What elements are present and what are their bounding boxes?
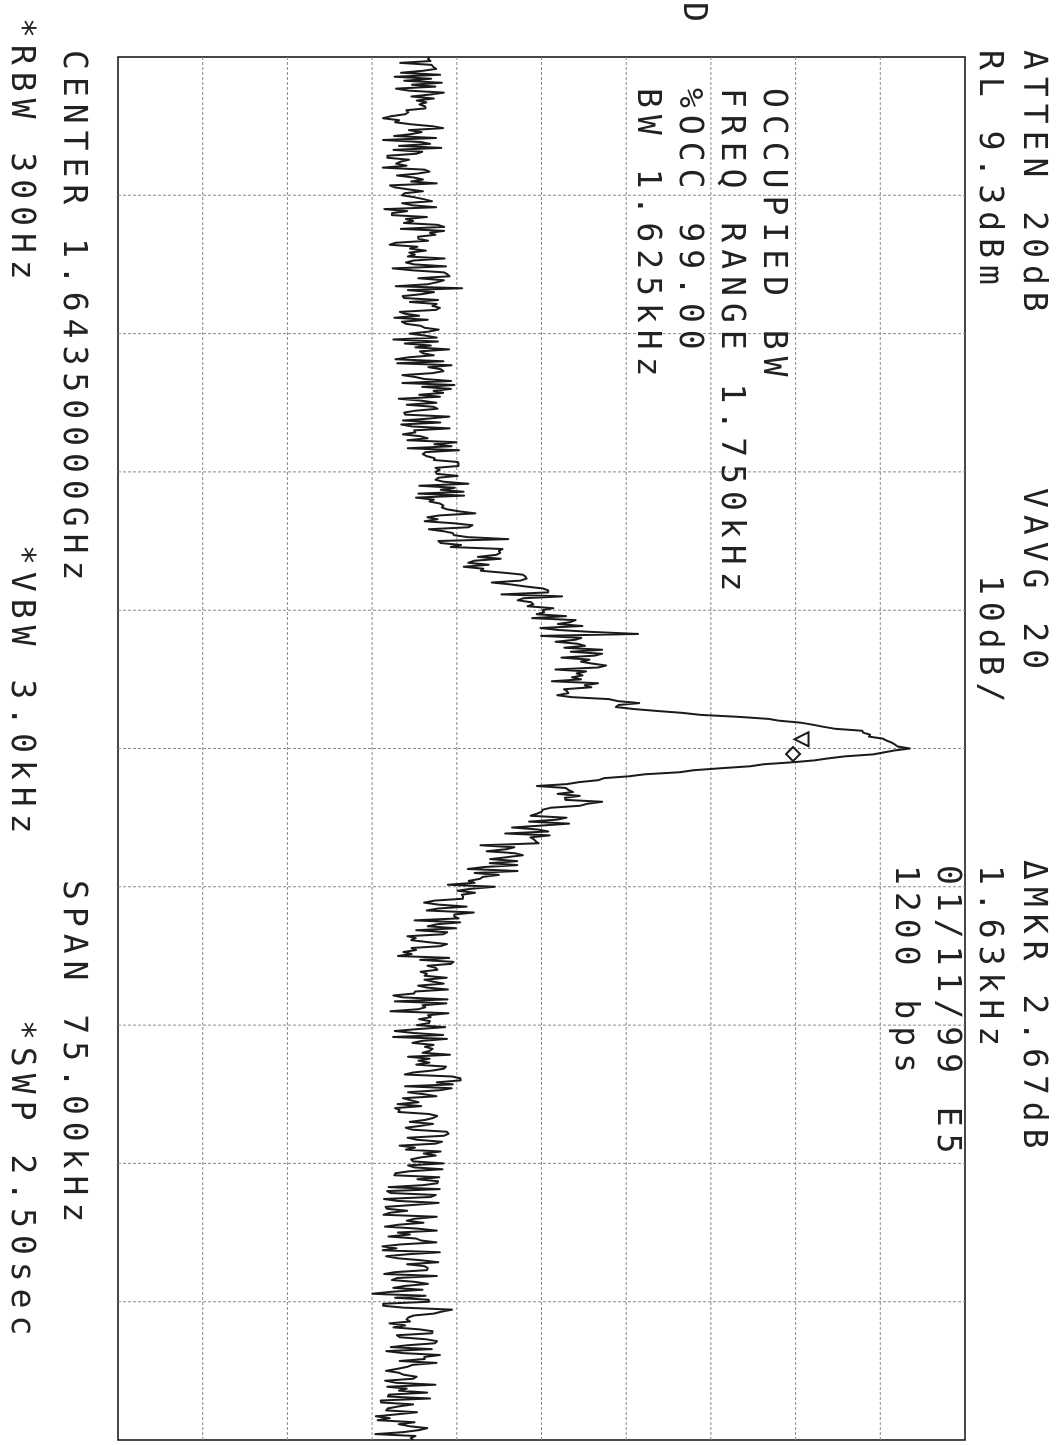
vavg-label: VAVG 20 bbox=[1016, 488, 1055, 677]
rate-label: 1200 bps bbox=[888, 865, 927, 1080]
scale-label: 10dB/ bbox=[972, 575, 1011, 710]
rbw-label: *RBW 300Hz bbox=[4, 18, 43, 287]
date-label: 01/11/99 E5 bbox=[930, 865, 969, 1161]
diamond-marker bbox=[784, 745, 802, 763]
center-freq-label: CENTER 1.64350000GHz bbox=[56, 50, 95, 588]
freq-range-label: FREQ RANGE 1.750kHz bbox=[714, 88, 753, 599]
sweep-label: *SWP 2.50sec bbox=[4, 1020, 43, 1343]
vbw-label: *VBW 3.0kHz bbox=[4, 545, 43, 841]
marker-group bbox=[784, 730, 810, 763]
marker-freq-label: 1.63kHz bbox=[972, 865, 1011, 1054]
span-label: SPAN 75.00kHz bbox=[56, 880, 95, 1230]
occ-percent-label: %OCC 99.00 bbox=[672, 88, 711, 357]
bandwidth-label: BW 1.625kHz bbox=[630, 88, 669, 384]
spectrum-trace bbox=[371, 56, 911, 1441]
atten-label: ATTEN 20dB bbox=[1016, 50, 1055, 319]
occupied-bw-label: OCCUPIED BW bbox=[756, 88, 795, 384]
marker-delta-label: ΔMKR 2.67dB bbox=[1016, 860, 1055, 1156]
trace-mode-label: D bbox=[676, 2, 715, 29]
triangle-marker bbox=[792, 730, 810, 748]
ref-level-label: RL 9.3dBm bbox=[972, 50, 1011, 292]
graticule bbox=[117, 56, 966, 1441]
